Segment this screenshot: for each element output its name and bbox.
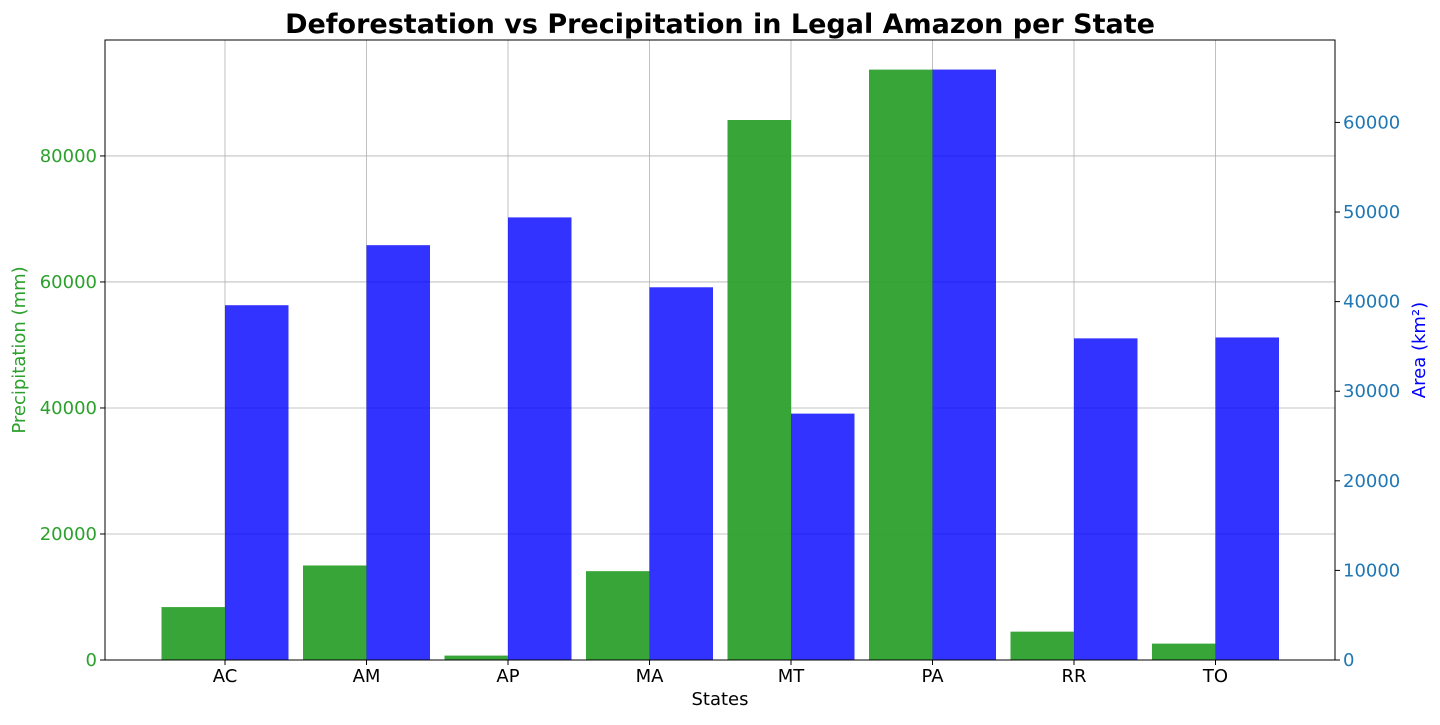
grid-lines — [105, 40, 1335, 660]
x-tick-label-pa: PA — [921, 666, 944, 687]
x-tick-label-ma: MA — [636, 666, 665, 687]
x-tick-label-ap: AP — [496, 666, 519, 687]
y-left-tick-label: 20000 — [40, 524, 97, 545]
bar-area-ma — [649, 287, 713, 660]
bar-precipitation-ap — [444, 655, 508, 660]
x-tick-label-am: AM — [353, 666, 381, 687]
y-left-tick-label: 0 — [86, 650, 97, 671]
bar-area-to — [1215, 337, 1279, 660]
bar-precipitation-pa — [869, 69, 933, 660]
x-tick-label-to: TO — [1202, 666, 1228, 687]
bar-precipitation-am — [303, 565, 367, 660]
bar-area-mt — [791, 413, 855, 660]
bar-precipitation-mt — [727, 120, 791, 660]
axis-ticks: AC AM AP MA MT PA RR TO 0 20000 40000 60000 80000 0 10… — [40, 112, 1401, 687]
bars — [161, 69, 1279, 661]
x-tick-label-rr: RR — [1061, 666, 1086, 687]
bar-precipitation-to — [1152, 643, 1216, 660]
y-axis-left-label: Precipitation (mm) — [9, 266, 30, 433]
y-axis-right-label: Area (km²) — [1409, 302, 1430, 398]
y-left-tick-label: 80000 — [40, 146, 97, 167]
bar-area-am — [366, 245, 430, 661]
x-tick-label-mt: MT — [778, 666, 806, 687]
y-right-tick-label: 30000 — [1343, 381, 1400, 402]
bar-precipitation-ma — [586, 571, 650, 660]
bar-area-rr — [1074, 338, 1138, 660]
bar-area-pa — [932, 69, 996, 661]
bar-precipitation-ac — [161, 607, 225, 660]
x-tick-label-ac: AC — [213, 666, 238, 687]
bar-area-ap — [508, 217, 572, 660]
y-right-tick-label: 20000 — [1343, 471, 1400, 492]
chart-title: Deforestation vs Precipitation in Legal … — [285, 9, 1155, 40]
x-axis-label: States — [691, 689, 748, 710]
y-right-tick-label: 0 — [1343, 650, 1354, 671]
y-right-tick-label: 60000 — [1343, 112, 1400, 133]
y-left-tick-label: 60000 — [40, 272, 97, 293]
bar-area-ac — [225, 305, 289, 660]
bar-precipitation-rr — [1010, 631, 1074, 660]
y-left-tick-label: 40000 — [40, 398, 97, 419]
y-right-tick-label: 40000 — [1343, 292, 1400, 313]
plot-frame — [104, 39, 1336, 661]
y-right-tick-label: 50000 — [1343, 202, 1400, 223]
y-right-tick-label: 10000 — [1343, 560, 1400, 581]
